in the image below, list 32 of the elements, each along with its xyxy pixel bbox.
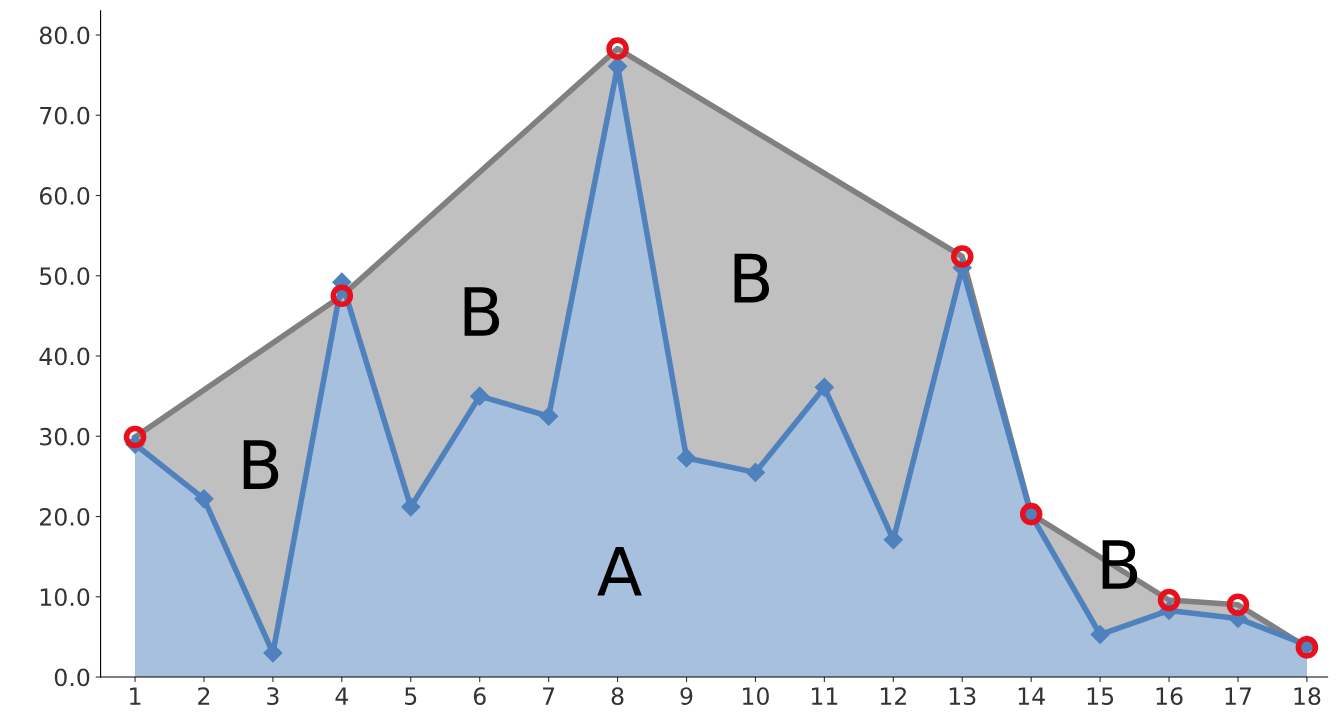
x-tick-label: 2 [198,687,210,705]
annotation: B [1102,540,1138,589]
x-tick-label: 15 [1087,687,1114,706]
y-tick-label: 10.0 [40,588,90,607]
y-tick-label: 50.0 [40,267,90,286]
x-tick-label: 9 [680,687,693,706]
y-tick-label: 70.0 [40,106,90,125]
annotation: A [597,546,642,596]
x-tick-label: 14 [1018,687,1045,705]
x-tick-label: 10 [743,687,769,706]
x-tick-label: 12 [880,687,906,705]
x-tick-label: 1 [130,687,141,705]
x-tick-label: 18 [1294,687,1321,706]
annotation: B [734,253,770,303]
x-tick-label: 17 [1225,687,1251,705]
x-tick-label: 7 [543,687,555,705]
x-tick-label: 5 [405,687,417,706]
y-tick-label: 30.0 [40,427,90,446]
y-tick-label: 20.0 [40,507,90,526]
y-tick-label: 0.0 [54,668,90,687]
y-tick-label: 60.0 [39,186,90,205]
annotation: B [464,287,500,336]
x-tick-label: 13 [949,687,976,706]
y-tick-label: 40.0 [39,347,90,366]
x-tick-label: 8 [611,687,624,706]
y-tick-label: 80.0 [39,26,90,45]
x-tick-label: 3 [267,687,279,706]
x-tick-label: 6 [473,687,486,706]
annotation: B [243,440,279,489]
x-tick-label: 11 [811,687,838,705]
x-tick-label: 16 [1156,687,1183,706]
x-tick-label: 4 [335,687,349,705]
